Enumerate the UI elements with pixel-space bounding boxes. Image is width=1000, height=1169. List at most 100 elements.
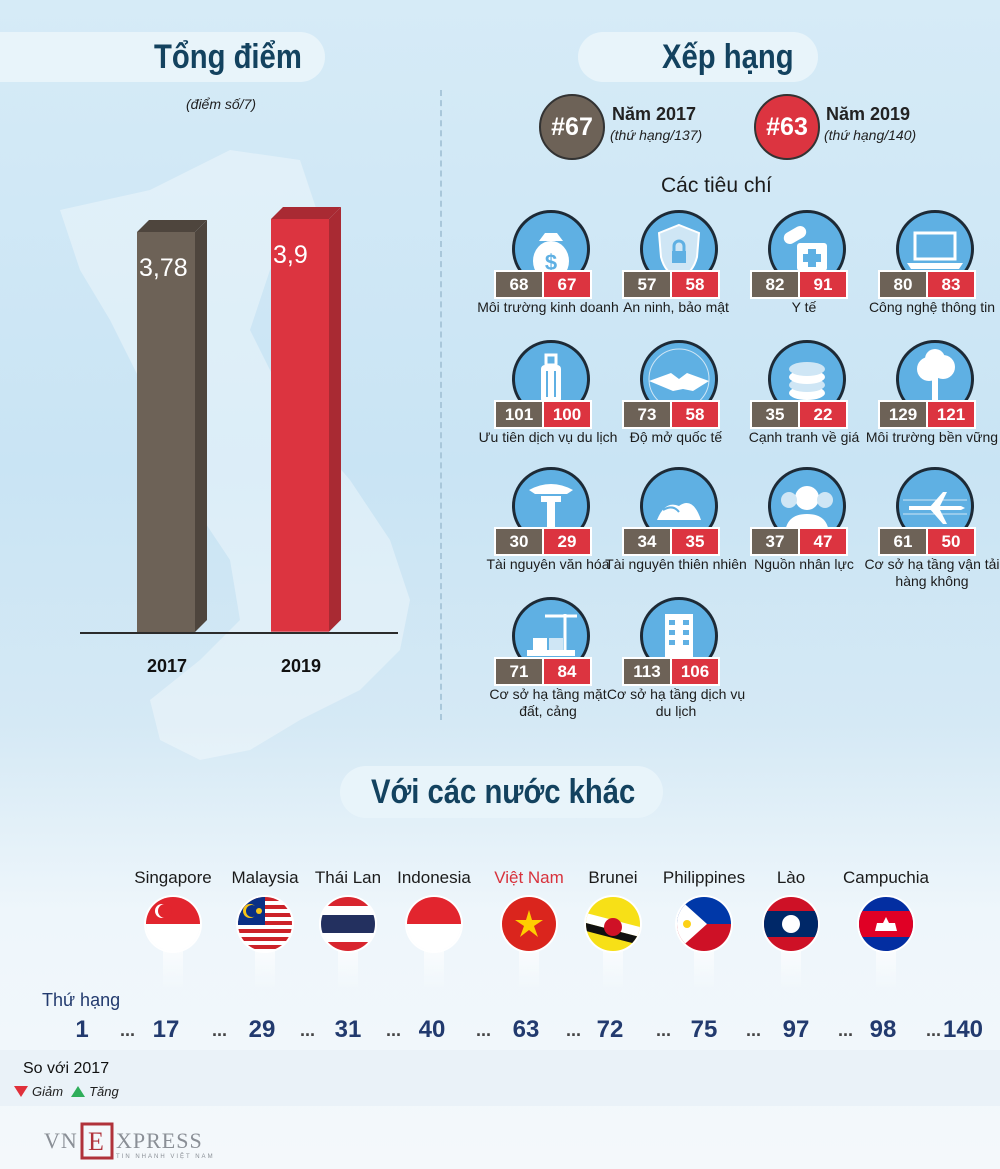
country-name-kh: Campuchia bbox=[843, 868, 929, 887]
criterion-label: Cơ sở hạ tầng mặt đất, cảng bbox=[489, 686, 607, 719]
ranking-title-bg bbox=[578, 32, 818, 82]
bar-top-2019 bbox=[271, 207, 341, 220]
rank-ellipsis: ... bbox=[120, 1020, 136, 1040]
criterion-scores: 73 58 bbox=[622, 400, 720, 429]
luggage-icon bbox=[541, 353, 561, 403]
criterion-scores: 57 58 bbox=[622, 270, 720, 299]
criterion-luggage: 101 100 Ưu tiên dịch vụ du lịch bbox=[479, 340, 617, 465]
criterion-scores: 71 84 bbox=[494, 657, 592, 686]
criterion-money-bag: $68 67 Môi trường kinh doanh bbox=[477, 210, 619, 335]
score-2017: 113 bbox=[624, 659, 670, 684]
criterion-medical-kit: 82 91 Y tế bbox=[744, 210, 864, 335]
compare-legend: Giảm Tăng bbox=[14, 1084, 119, 1099]
country-rank: 29 bbox=[248, 1016, 276, 1043]
country-name-la: Lào bbox=[776, 868, 806, 887]
port-crane-icon bbox=[527, 614, 577, 656]
rank-ellipsis: ... bbox=[926, 1020, 942, 1040]
bar-2017 bbox=[137, 220, 207, 632]
rank-ellipsis: ... bbox=[838, 1020, 854, 1040]
criterion-islands: 34 35 Tài nguyên thiên nhiên bbox=[605, 467, 747, 592]
rank-ellipsis: ... bbox=[656, 1020, 672, 1040]
flag-vn bbox=[502, 897, 556, 951]
country-name-vn: Việt Nam bbox=[494, 868, 564, 887]
criteria-title: Các tiêu chí bbox=[661, 174, 772, 197]
criterion-temple: 30 29 Tài nguyên văn hóa bbox=[487, 467, 609, 592]
criterion-scores: 101 100 bbox=[494, 400, 592, 429]
criterion-label: An ninh, bảo mật bbox=[623, 299, 729, 315]
criterion-scores: 113 106 bbox=[622, 657, 720, 686]
score-2019: 91 bbox=[800, 272, 846, 297]
score-2019: 47 bbox=[800, 529, 846, 554]
up-triangle-icon bbox=[71, 1086, 86, 1097]
country-rank: 17 bbox=[152, 1016, 180, 1043]
hotel-icon bbox=[665, 614, 693, 660]
score-2019: 50 bbox=[928, 529, 974, 554]
bar-value-label: 3,9 bbox=[273, 241, 308, 270]
temple-icon bbox=[529, 484, 573, 528]
criterion-port-crane: 71 84 Cơ sở hạ tầng mặt đất, cảng bbox=[488, 597, 608, 722]
rank-2017-sub: (thứ hạng/137) bbox=[610, 127, 703, 143]
score-2019: 121 bbox=[928, 402, 974, 427]
compare-label: So với 2017 bbox=[23, 1060, 110, 1077]
criterion-label: Tài nguyên văn hóa bbox=[486, 556, 610, 572]
rank-ellipsis: ... bbox=[566, 1020, 582, 1040]
score-2019: 22 bbox=[800, 402, 846, 427]
rank-ellipsis: ... bbox=[746, 1020, 762, 1040]
svg-text:E: E bbox=[88, 1127, 104, 1156]
score-2017: 71 bbox=[496, 659, 542, 684]
criterion-label: Tài nguyên thiên nhiên bbox=[605, 556, 747, 572]
criterion-shield-lock: 57 58 An ninh, bảo mật bbox=[616, 210, 736, 335]
airplane-icon bbox=[903, 492, 967, 524]
flag-my bbox=[238, 897, 292, 951]
rank-ellipsis: ... bbox=[386, 1020, 402, 1040]
criterion-airplane: 61 50 Cơ sở hạ tầng vận tải hàng không bbox=[864, 467, 1000, 592]
flag-bn bbox=[586, 897, 640, 951]
rank-row-label: Thứ hạng bbox=[42, 990, 121, 1010]
score-2019: 29 bbox=[544, 529, 590, 554]
x-axis bbox=[80, 632, 398, 634]
svg-text:VN: VN bbox=[44, 1128, 78, 1153]
rank-ellipsis: ... bbox=[300, 1020, 316, 1040]
criterion-scores: 68 67 bbox=[494, 270, 592, 299]
flag-th bbox=[321, 897, 375, 951]
criterion-scores: 37 47 bbox=[750, 527, 848, 556]
countries-title: Với các nước khác bbox=[371, 773, 636, 811]
country-name-bn: Brunei bbox=[588, 868, 638, 887]
svg-text:XPRESS: XPRESS bbox=[116, 1128, 203, 1153]
country-rank: 72 bbox=[596, 1016, 624, 1043]
score-2019: 67 bbox=[544, 272, 590, 297]
criterion-tree: 129 121 Môi trường bền vững bbox=[866, 340, 998, 465]
criterion-label: Ưu tiên dịch vụ du lịch bbox=[478, 429, 618, 445]
criterion-coins: 35 22 Cạnh tranh về giá bbox=[744, 340, 864, 465]
criterion-scores: 34 35 bbox=[622, 527, 720, 556]
total-score-title-bg bbox=[0, 32, 325, 82]
score-2017: 80 bbox=[880, 272, 926, 297]
score-2017: 101 bbox=[496, 402, 542, 427]
rank-last: 140 bbox=[942, 1016, 984, 1043]
criterion-scores: 30 29 bbox=[494, 527, 592, 556]
country-rank: 75 bbox=[690, 1016, 718, 1043]
country-name-my: Malaysia bbox=[231, 868, 299, 887]
rank-2017-year: Năm 2017 bbox=[612, 104, 697, 124]
rank-2019-sub: (thứ hạng/140) bbox=[824, 127, 917, 143]
criterion-label: Y tế bbox=[791, 299, 817, 315]
total-score-subtitle: (điểm số/7) bbox=[186, 96, 257, 112]
score-2019: 100 bbox=[544, 402, 590, 427]
bar-value-label: 3,78 bbox=[139, 254, 188, 282]
score-2017: 61 bbox=[880, 529, 926, 554]
medical-kit-icon bbox=[783, 226, 827, 271]
criterion-label: Môi trường bền vững bbox=[865, 429, 999, 445]
flag-sg bbox=[146, 897, 200, 951]
score-2017: 35 bbox=[752, 402, 798, 427]
score-2017: 82 bbox=[752, 272, 798, 297]
criterion-circle bbox=[512, 340, 590, 418]
criterion-circle bbox=[768, 210, 846, 288]
flag-la bbox=[764, 897, 818, 951]
score-2017: 57 bbox=[624, 272, 670, 297]
criterion-label: Cạnh tranh về giá bbox=[748, 429, 860, 445]
flag-kh bbox=[859, 897, 913, 951]
down-triangle-icon bbox=[14, 1086, 28, 1097]
criterion-label: Nguồn nhân lực bbox=[754, 556, 854, 572]
criterion-scores: 129 121 bbox=[878, 400, 976, 429]
criterion-label: Độ mở quốc tế bbox=[629, 429, 723, 445]
